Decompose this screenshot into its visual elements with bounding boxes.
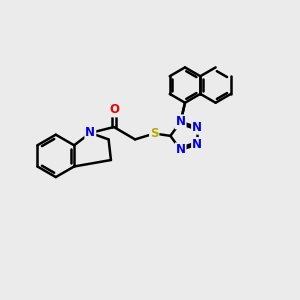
Text: S: S <box>150 127 158 140</box>
Text: N: N <box>192 121 202 134</box>
Text: N: N <box>192 138 202 151</box>
Text: N: N <box>176 116 186 128</box>
Text: N: N <box>176 143 186 156</box>
Text: O: O <box>109 103 119 116</box>
Text: N: N <box>85 126 95 140</box>
